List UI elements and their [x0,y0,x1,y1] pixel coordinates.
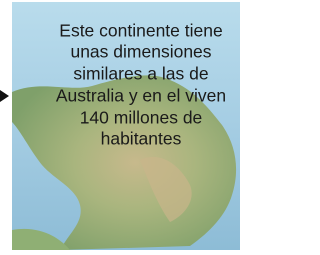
slide: Este continente tiene unas dimensiones s… [0,0,246,255]
caption-line: similares a las de [73,64,208,84]
caption-line: unas dimensiones [70,42,211,62]
caption-line: habitantes [101,129,182,149]
caption-line: Este continente tiene [59,21,222,41]
pointer-arrow [0,90,9,102]
caption-line: Australia y en el viven [56,86,226,106]
caption-line: 140 millones de [80,108,203,128]
